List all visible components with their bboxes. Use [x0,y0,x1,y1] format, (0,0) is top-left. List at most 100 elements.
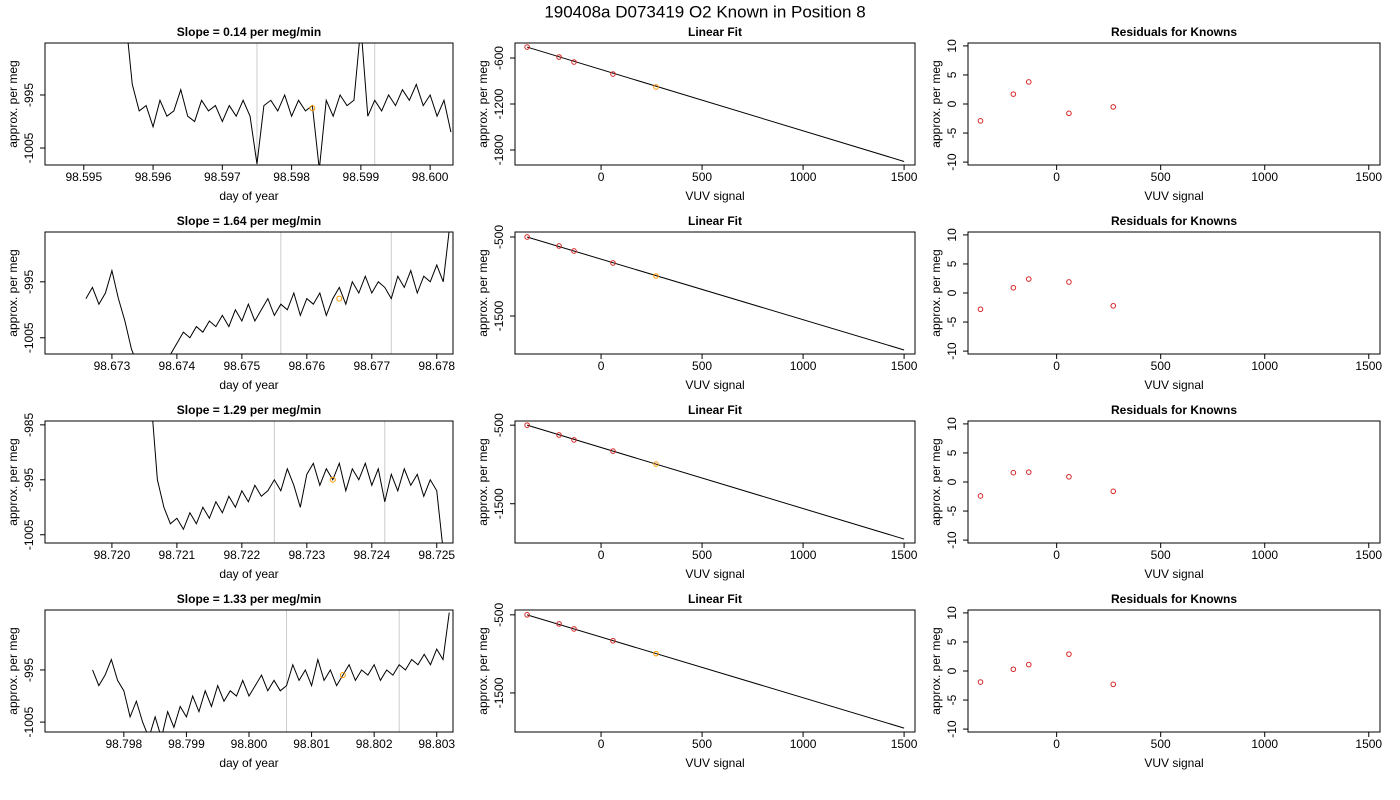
panel-title: Slope = 1.29 per meg/min [177,403,321,417]
data-point [556,621,562,627]
x-tick-label: 98.800 [231,737,268,751]
x-tick-label: 98.677 [353,359,390,373]
x-axis-label: VUV signal [1144,756,1203,770]
plot-frame [967,42,1381,166]
data-point [1025,469,1032,475]
y-tick-label: -995 [22,467,36,491]
y-tick-label: -1200 [492,88,506,119]
highlight-point [309,105,316,112]
data-point [653,273,659,279]
data-line [85,232,450,354]
x-axis-label: VUV signal [1144,567,1203,581]
data-point [977,679,984,685]
y-tick-label: -1005 [22,706,36,737]
y-tick-label: -1500 [492,488,506,519]
x-tick-label: 98.599 [343,170,380,184]
x-tick-label: 1000 [1251,170,1278,184]
data-point [1066,473,1072,480]
panel-title: Slope = 0.14 per meg/min [177,25,321,39]
plot-area [524,44,905,162]
x-axis-label: day of year [219,378,278,392]
data-point [653,84,659,90]
plot-frame [967,420,1381,544]
x-tick-label: 98.678 [418,359,455,373]
y-tick-label: 10 [945,228,959,242]
y-tick-label: 10 [945,606,959,620]
data-point [524,422,530,428]
data-point [1025,79,1032,85]
x-tick-label: 98.598 [273,170,310,184]
plot-frame [514,420,916,544]
y-axis-label: approx. per meg [6,249,20,336]
plot-frame [514,609,916,733]
y-tick-label: -5 [945,316,959,327]
highlight-point [329,476,336,483]
x-tick-label: 0 [598,548,605,562]
panel: Residuals for Knowns VUV signal approx. pe… [929,592,1382,770]
plot-frame [514,231,916,355]
y-tick-label: -995 [22,658,36,682]
plot-area [977,651,1117,688]
plot-frame [967,609,1381,733]
x-axis-label: VUV signal [685,567,744,581]
x-tick-label: 1000 [790,170,817,184]
panel: Slope = 1.64 per meg/min day of year appro… [6,214,455,392]
y-axis-label: approx. per meg [929,249,943,336]
x-tick-label: 0 [598,359,605,373]
y-tick-label: 10 [945,417,959,431]
y-tick-label: -5 [945,127,959,138]
y-axis-label: approx. per meg [929,438,943,525]
x-tick-label: 1500 [891,548,918,562]
y-tick-label: -600 [492,46,506,70]
data-point [653,650,659,657]
x-tick-label: 1000 [790,737,817,751]
y-tick-label: -1005 [22,132,36,163]
x-tick-label: 0 [1053,359,1060,373]
y-tick-label: -1005 [22,322,36,353]
x-tick-label: 98.799 [168,737,205,751]
y-tick-label: -10 [945,720,959,738]
y-tick-label: -500 [492,603,506,627]
plot-frame [44,609,454,733]
y-tick-label: -985 [22,413,36,437]
x-tick-label: 98.720 [94,548,131,562]
highlight-point [336,295,343,302]
plot-frame [514,42,916,166]
y-tick-label: 0 [945,100,959,107]
data-point [610,71,616,77]
y-tick-label: -500 [492,413,506,437]
x-axis-label: VUV signal [1144,189,1203,203]
x-axis-label: VUV signal [685,189,744,203]
data-line [127,43,452,165]
y-tick-label: 5 [945,449,959,456]
x-tick-label: 98.721 [159,548,196,562]
x-tick-label: 98.803 [418,737,455,751]
y-tick-label: -1500 [492,677,506,708]
plot-area [977,276,1117,313]
x-tick-label: 0 [598,737,605,751]
plot-area [977,79,1117,124]
panel-title: Residuals for Knowns [1111,403,1237,417]
panel: Slope = 1.33 per meg/min day of year appro… [6,592,455,770]
data-point [1066,651,1072,657]
y-tick-label: 0 [945,478,959,485]
x-tick-label: 98.597 [204,170,241,184]
data-point [610,637,616,644]
x-tick-label: 1500 [891,737,918,751]
y-tick-label: -10 [945,153,959,171]
data-point [1066,279,1072,285]
panel-title: Linear Fit [688,592,742,606]
data-point [977,493,984,499]
x-tick-label: 1500 [1355,359,1382,373]
plot-frame [44,42,454,166]
data-point [1010,469,1017,476]
data-point [610,448,616,454]
y-tick-label: 5 [945,260,959,267]
x-tick-label: 1000 [1251,359,1278,373]
plot-area [524,612,905,729]
data-point [524,44,530,50]
data-point [556,432,562,438]
plot-area [127,43,452,165]
x-tick-label: 0 [1053,737,1060,751]
